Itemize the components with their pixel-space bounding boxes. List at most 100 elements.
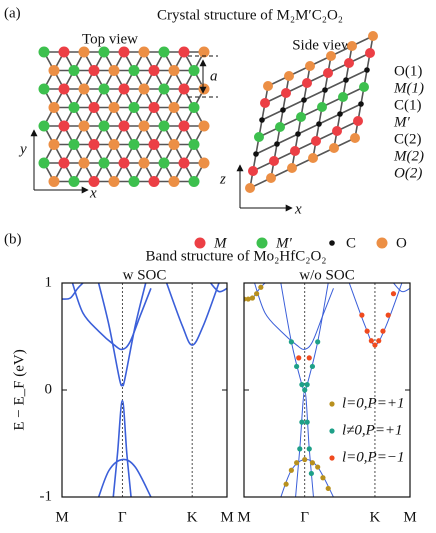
legend-label: M <box>213 235 228 251</box>
band <box>254 283 334 350</box>
projection-dot <box>244 296 247 302</box>
projection-dot <box>390 291 397 297</box>
atom <box>245 183 255 193</box>
atom <box>98 157 110 169</box>
atom <box>198 46 210 58</box>
projection-dot <box>325 485 331 492</box>
band <box>62 283 84 300</box>
atom <box>188 102 200 113</box>
projection-dot <box>380 328 386 334</box>
atom <box>68 102 80 113</box>
atom <box>188 65 200 76</box>
atom <box>337 111 343 117</box>
atom <box>118 120 130 132</box>
atom <box>78 157 90 169</box>
atom <box>350 133 360 143</box>
lattice-label: a <box>210 68 218 84</box>
atom <box>305 61 315 71</box>
atom <box>48 65 60 76</box>
atom <box>78 120 90 132</box>
plot-area <box>244 283 410 497</box>
atom <box>353 116 363 126</box>
legend-label: C <box>346 235 356 251</box>
view-label: Top view <box>82 31 138 47</box>
band <box>209 283 227 293</box>
bond <box>282 99 305 111</box>
bond <box>345 69 368 81</box>
side-view <box>245 31 378 193</box>
layer-label: C(2) <box>394 131 422 147</box>
plot-frame <box>243 282 411 498</box>
projection-dot <box>304 419 310 425</box>
layer-label: M(2) <box>393 148 424 164</box>
atom <box>68 176 80 187</box>
atom <box>269 156 279 166</box>
plot-frame <box>61 282 228 498</box>
panel-title: Crystal structure of M₂M′C₂O₂ <box>157 7 343 23</box>
atom <box>78 83 90 95</box>
x-tick-label: Γ <box>300 509 309 525</box>
projection-dot <box>308 470 314 477</box>
projection-dot <box>288 339 294 345</box>
atom <box>98 120 110 132</box>
atom <box>148 65 160 76</box>
projection-dot <box>302 387 308 393</box>
bond <box>339 103 362 115</box>
band <box>71 283 152 351</box>
atom <box>254 132 264 142</box>
y-tick-label: -1 <box>40 488 53 504</box>
atom <box>118 157 130 169</box>
atom <box>88 176 100 187</box>
atom <box>38 120 50 132</box>
atom <box>359 82 369 92</box>
projection-dot <box>376 338 382 344</box>
atom <box>168 102 180 113</box>
atom <box>128 176 140 187</box>
view-label: Side view <box>292 37 352 53</box>
atom-legend: M M′ C O <box>194 235 407 251</box>
atom <box>148 139 160 150</box>
atom <box>158 83 170 95</box>
atom <box>260 98 270 108</box>
atom <box>198 120 210 132</box>
atom <box>188 176 200 187</box>
atom <box>326 51 336 61</box>
atom <box>295 131 301 137</box>
plot-title: w SOC <box>123 267 167 283</box>
band <box>393 283 410 293</box>
projection-dot <box>302 456 308 463</box>
atom <box>178 83 190 95</box>
projection-dot <box>309 363 316 370</box>
atom <box>148 176 160 187</box>
projection-dot <box>385 312 391 318</box>
atom <box>248 166 258 176</box>
projection-dot <box>364 328 370 334</box>
x-tick-label: K <box>370 509 381 525</box>
band <box>97 283 147 387</box>
projection-dot <box>283 481 289 487</box>
atom <box>168 139 180 150</box>
atom <box>259 117 265 123</box>
bond <box>276 133 299 145</box>
atom <box>365 48 375 58</box>
projection-dot <box>296 355 302 361</box>
legend-label: l≠0,P=+1 <box>342 422 403 438</box>
bond <box>303 89 326 101</box>
atom <box>178 46 190 58</box>
projection-dot <box>368 338 374 344</box>
axis-label: x <box>89 185 97 201</box>
x-tick-label: M <box>403 509 416 525</box>
projection-dot <box>299 419 305 425</box>
atom <box>301 97 307 103</box>
atom <box>284 71 294 81</box>
y-axis-label: E − E_F (eV) <box>11 349 27 430</box>
projection-dot <box>315 464 321 470</box>
atom <box>274 141 280 147</box>
projection-dot <box>306 446 312 452</box>
projection-dot <box>304 382 310 388</box>
atom <box>253 151 259 157</box>
atom <box>329 143 339 153</box>
atom <box>48 139 60 150</box>
atom <box>316 121 322 127</box>
